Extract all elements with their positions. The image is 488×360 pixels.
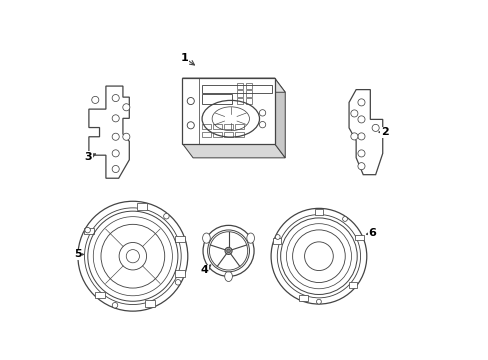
Circle shape: [357, 116, 364, 123]
Polygon shape: [182, 144, 285, 158]
Polygon shape: [314, 209, 323, 215]
Ellipse shape: [202, 233, 210, 243]
Circle shape: [84, 208, 181, 305]
Circle shape: [122, 104, 130, 111]
Circle shape: [101, 224, 164, 288]
Circle shape: [371, 124, 378, 131]
Polygon shape: [182, 78, 274, 144]
Polygon shape: [348, 90, 382, 175]
Circle shape: [112, 95, 119, 102]
Polygon shape: [274, 78, 285, 158]
Circle shape: [112, 150, 119, 157]
Circle shape: [357, 150, 364, 157]
Polygon shape: [175, 236, 185, 242]
Polygon shape: [84, 228, 94, 234]
Circle shape: [92, 96, 99, 103]
Text: 4: 4: [201, 265, 208, 275]
Circle shape: [357, 99, 364, 106]
Circle shape: [342, 217, 346, 221]
Polygon shape: [354, 234, 363, 240]
Polygon shape: [137, 203, 146, 210]
Circle shape: [175, 280, 181, 285]
Circle shape: [270, 208, 366, 304]
Circle shape: [277, 215, 360, 298]
Circle shape: [85, 228, 90, 233]
Polygon shape: [145, 300, 155, 307]
Ellipse shape: [246, 233, 254, 243]
Polygon shape: [175, 270, 185, 277]
Circle shape: [224, 247, 232, 255]
Polygon shape: [95, 292, 105, 298]
Text: 6: 6: [367, 228, 375, 238]
Polygon shape: [299, 295, 307, 301]
Circle shape: [163, 213, 169, 219]
Circle shape: [122, 133, 130, 140]
Circle shape: [226, 249, 230, 253]
Circle shape: [126, 249, 139, 263]
Circle shape: [207, 230, 249, 272]
Circle shape: [350, 133, 357, 140]
Polygon shape: [182, 78, 285, 92]
Text: 3: 3: [84, 152, 92, 162]
Text: 5: 5: [74, 249, 81, 260]
Text: 2: 2: [380, 127, 387, 137]
Circle shape: [119, 243, 146, 270]
Circle shape: [112, 115, 119, 122]
Circle shape: [292, 230, 345, 283]
Ellipse shape: [224, 271, 232, 282]
Circle shape: [112, 133, 119, 140]
Circle shape: [112, 302, 118, 308]
Circle shape: [112, 166, 119, 172]
Polygon shape: [89, 86, 129, 178]
Circle shape: [316, 299, 321, 304]
Circle shape: [78, 201, 187, 311]
Circle shape: [357, 133, 364, 140]
Circle shape: [304, 242, 333, 271]
Circle shape: [357, 163, 364, 170]
Polygon shape: [348, 282, 357, 288]
Text: 1: 1: [180, 53, 188, 63]
Circle shape: [203, 225, 254, 276]
Polygon shape: [272, 238, 281, 244]
Circle shape: [275, 235, 280, 239]
Circle shape: [350, 110, 357, 117]
